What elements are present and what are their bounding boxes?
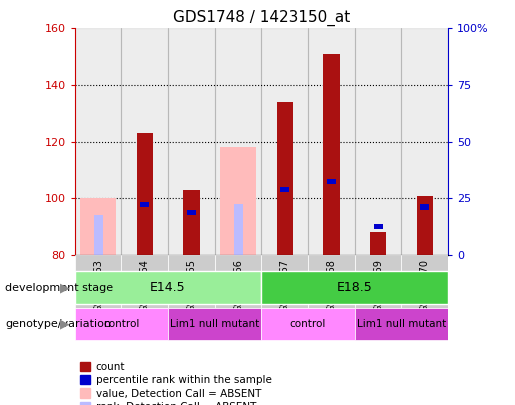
Bar xyxy=(140,202,149,207)
Bar xyxy=(280,188,289,192)
Bar xyxy=(373,224,383,229)
Text: GSM96565: GSM96565 xyxy=(186,259,196,312)
Bar xyxy=(308,28,355,255)
Text: E14.5: E14.5 xyxy=(150,281,186,294)
Bar xyxy=(122,28,168,255)
Bar xyxy=(187,210,196,215)
Text: GSM96568: GSM96568 xyxy=(327,259,336,312)
FancyBboxPatch shape xyxy=(168,255,215,308)
FancyBboxPatch shape xyxy=(75,308,168,340)
FancyBboxPatch shape xyxy=(355,255,401,308)
Text: control: control xyxy=(290,319,326,329)
Text: GSM96570: GSM96570 xyxy=(420,259,430,312)
Bar xyxy=(220,147,256,255)
Bar xyxy=(355,28,401,255)
Text: genotype/variation: genotype/variation xyxy=(5,319,111,329)
FancyBboxPatch shape xyxy=(308,255,355,308)
FancyBboxPatch shape xyxy=(122,255,168,308)
Bar xyxy=(75,28,122,255)
FancyBboxPatch shape xyxy=(75,255,122,308)
Text: GSM96566: GSM96566 xyxy=(233,259,243,312)
Bar xyxy=(261,28,308,255)
Text: development stage: development stage xyxy=(5,283,113,292)
Bar xyxy=(277,102,293,255)
Text: E18.5: E18.5 xyxy=(337,281,372,294)
Bar xyxy=(80,198,116,255)
Legend: count, percentile rank within the sample, value, Detection Call = ABSENT, rank, : count, percentile rank within the sample… xyxy=(80,362,271,405)
Bar xyxy=(215,28,261,255)
Text: ▶: ▶ xyxy=(60,281,69,294)
Bar xyxy=(136,133,153,255)
Text: GSM96564: GSM96564 xyxy=(140,259,150,312)
Text: GSM96567: GSM96567 xyxy=(280,259,290,312)
Bar xyxy=(401,28,448,255)
Bar xyxy=(370,232,386,255)
Text: Lim1 null mutant: Lim1 null mutant xyxy=(357,319,446,329)
Bar xyxy=(323,54,339,255)
Bar xyxy=(327,179,336,184)
FancyBboxPatch shape xyxy=(261,308,355,340)
Bar xyxy=(233,204,243,255)
Title: GDS1748 / 1423150_at: GDS1748 / 1423150_at xyxy=(173,9,350,26)
FancyBboxPatch shape xyxy=(215,255,261,308)
Bar xyxy=(183,190,199,255)
Bar xyxy=(420,205,429,209)
FancyBboxPatch shape xyxy=(401,255,448,308)
FancyBboxPatch shape xyxy=(261,255,308,308)
Bar xyxy=(417,196,433,255)
Bar xyxy=(94,215,102,255)
Text: GSM96569: GSM96569 xyxy=(373,259,383,312)
Text: control: control xyxy=(103,319,140,329)
Bar xyxy=(168,28,215,255)
Text: GSM96563: GSM96563 xyxy=(93,259,103,312)
FancyBboxPatch shape xyxy=(75,271,261,304)
FancyBboxPatch shape xyxy=(355,308,448,340)
Text: ▶: ▶ xyxy=(60,318,69,330)
FancyBboxPatch shape xyxy=(168,308,261,340)
FancyBboxPatch shape xyxy=(261,271,448,304)
Text: Lim1 null mutant: Lim1 null mutant xyxy=(170,319,260,329)
